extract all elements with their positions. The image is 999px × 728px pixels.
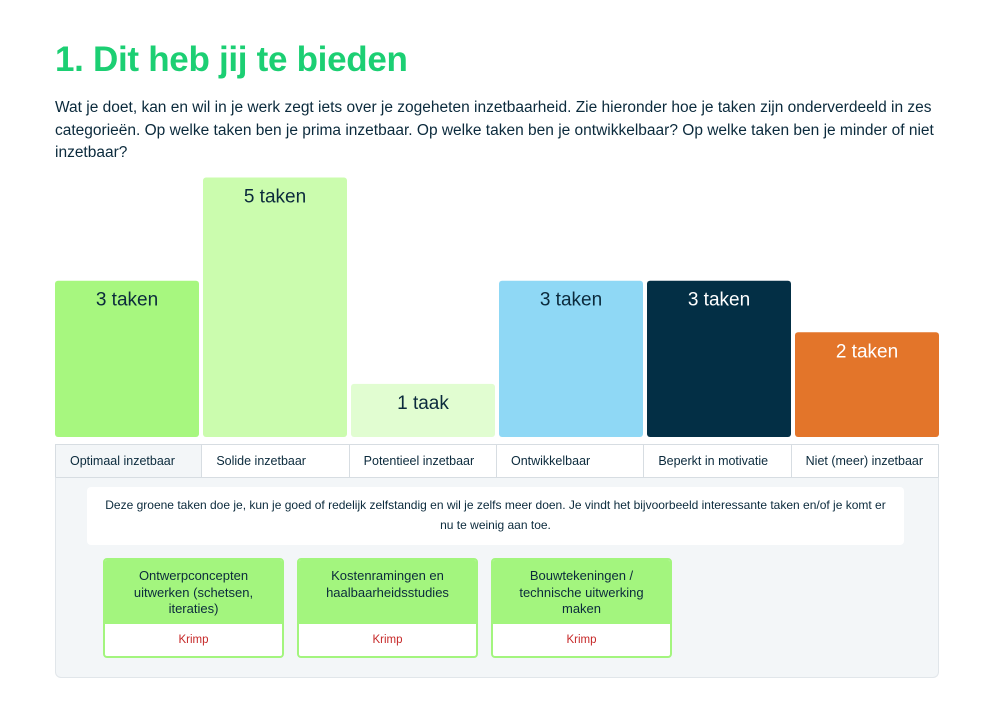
tab-category-4[interactable]: Ontwikkelbaar: [496, 444, 645, 478]
bar-2[interactable]: [203, 177, 347, 438]
tab-category-2[interactable]: Solide inzetbaar: [202, 444, 350, 478]
task-card[interactable]: Kostenramingen en haalbaarheidsstudies Kr…: [297, 558, 478, 658]
category-description: Deze groene taken doe je, kun je goed of…: [87, 487, 904, 545]
tab-category-1[interactable]: Optimaal inzetbaar: [55, 444, 203, 478]
bar-4[interactable]: [499, 280, 643, 437]
tab-category-6[interactable]: Niet (meer) inzetbaar: [791, 444, 939, 478]
category-panel: Deze groene taken doe je, kun je goed of…: [55, 477, 939, 678]
bar-chart: 3 taken 5 taken 1 taak 3 taken 3 taken 2 take…: [55, 177, 939, 438]
task-card-title: Bouwtekeningen / technische uitwerking m…: [493, 560, 670, 624]
task-cards: Ontwerpconcepten uitwerken (schetsen, it…: [103, 558, 685, 658]
task-card-status: Krimp: [566, 634, 597, 646]
bar-label-5: 3 taken: [688, 290, 750, 311]
category-tabs: Optimaal inzetbaar Solide inzetbaar Potent…: [55, 444, 939, 478]
intro-text: Wat je doet, kan en wil in je werk zegt …: [55, 99, 934, 161]
bar-5[interactable]: [647, 280, 791, 437]
task-card[interactable]: Bouwtekeningen / technische uitwerking m…: [491, 558, 672, 658]
bar-6[interactable]: [795, 332, 939, 437]
task-card-status: Krimp: [178, 634, 209, 646]
task-card-title: Ontwerpconcepten uitwerken (schetsen, it…: [105, 560, 282, 624]
task-card[interactable]: Ontwerpconcepten uitwerken (schetsen, it…: [103, 558, 284, 658]
task-card-status: Krimp: [372, 634, 403, 646]
bar-1[interactable]: [55, 280, 199, 437]
bar-label-3: 1 taak: [397, 393, 449, 414]
bar-label-1: 3 taken: [96, 290, 158, 311]
bar-3[interactable]: [351, 383, 495, 437]
task-card-title: Kostenramingen en haalbaarheidsstudies: [299, 560, 476, 624]
tab-category-5[interactable]: Beperkt in motivatie: [644, 444, 792, 478]
page-title: 1. Dit heb jij te bieden: [55, 40, 408, 79]
bar-label-2: 5 taken: [244, 187, 306, 208]
bar-label-6: 2 taken: [836, 341, 898, 362]
bar-label-4: 3 taken: [540, 290, 602, 311]
tab-category-3[interactable]: Potentieel inzetbaar: [349, 444, 497, 478]
